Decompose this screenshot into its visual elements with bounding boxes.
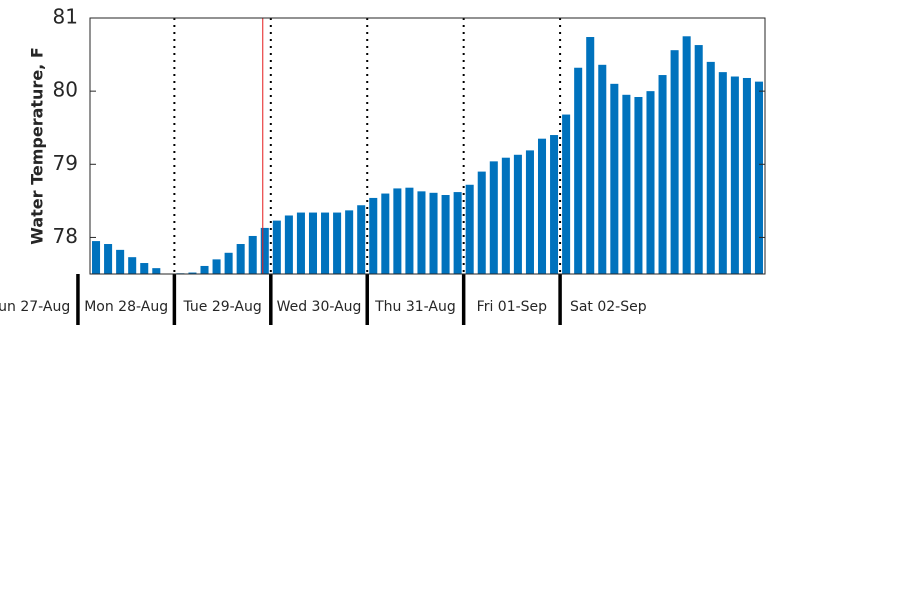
bar bbox=[646, 91, 655, 275]
bar bbox=[212, 259, 221, 274]
y-axis-label: Water Temperature, F bbox=[28, 47, 47, 245]
bar bbox=[429, 192, 438, 274]
x-tick-label: Tue 29-Aug bbox=[182, 299, 261, 315]
bar bbox=[730, 76, 739, 274]
bar bbox=[284, 215, 293, 274]
bar bbox=[513, 154, 522, 274]
x-tick-label: Fri 01-Sep bbox=[477, 299, 547, 315]
bar bbox=[224, 252, 233, 274]
bar bbox=[128, 257, 137, 274]
bar bbox=[537, 138, 547, 274]
bar bbox=[622, 94, 631, 274]
bar bbox=[92, 241, 101, 274]
bar bbox=[296, 212, 305, 274]
y-tick-label: 80 bbox=[53, 78, 78, 102]
bar bbox=[393, 188, 402, 274]
bar bbox=[501, 157, 510, 274]
bar bbox=[706, 61, 715, 275]
bar bbox=[441, 195, 450, 274]
bar bbox=[333, 212, 342, 274]
bar bbox=[670, 50, 679, 274]
bar bbox=[574, 67, 583, 274]
bar bbox=[742, 77, 751, 274]
bar bbox=[188, 272, 197, 274]
bar bbox=[200, 265, 209, 274]
bar bbox=[308, 212, 318, 274]
x-tick-label: Sun 27-Aug bbox=[0, 299, 70, 315]
bar bbox=[248, 235, 257, 274]
bar bbox=[381, 193, 390, 274]
bar bbox=[417, 191, 426, 274]
bar bbox=[369, 197, 378, 274]
x-tick-label: Wed 30-Aug bbox=[277, 299, 362, 315]
y-tick-label: 78 bbox=[53, 224, 78, 248]
plot-frame bbox=[89, 17, 766, 275]
bar bbox=[140, 263, 149, 274]
bar bbox=[345, 210, 354, 274]
bar bbox=[489, 161, 498, 274]
bar bbox=[562, 114, 571, 274]
x-tick-label: Mon 28-Aug bbox=[84, 299, 168, 315]
bar bbox=[357, 205, 366, 274]
bar bbox=[321, 212, 330, 274]
bar bbox=[405, 187, 414, 274]
y-tick-label: 79 bbox=[53, 151, 78, 175]
bar bbox=[465, 184, 474, 274]
bar bbox=[453, 192, 462, 274]
y-tick-label: 81 bbox=[53, 5, 78, 29]
bar bbox=[116, 249, 125, 274]
bar bbox=[694, 45, 703, 274]
bar bbox=[525, 150, 534, 274]
bar bbox=[610, 83, 619, 274]
bar bbox=[272, 220, 281, 274]
bar bbox=[550, 135, 559, 274]
bar bbox=[658, 75, 667, 275]
bar bbox=[586, 37, 595, 274]
bar bbox=[634, 96, 643, 274]
bar bbox=[152, 268, 161, 274]
x-tick-label: Sat 02-Sep bbox=[570, 299, 647, 315]
bar bbox=[598, 64, 607, 274]
bar bbox=[477, 171, 486, 274]
bar bbox=[236, 244, 245, 274]
bar bbox=[104, 244, 113, 274]
bar bbox=[754, 81, 763, 275]
x-tick-label: Thu 31-Aug bbox=[374, 299, 456, 315]
bar bbox=[718, 72, 727, 274]
bar bbox=[260, 227, 269, 274]
bar bbox=[682, 36, 691, 275]
